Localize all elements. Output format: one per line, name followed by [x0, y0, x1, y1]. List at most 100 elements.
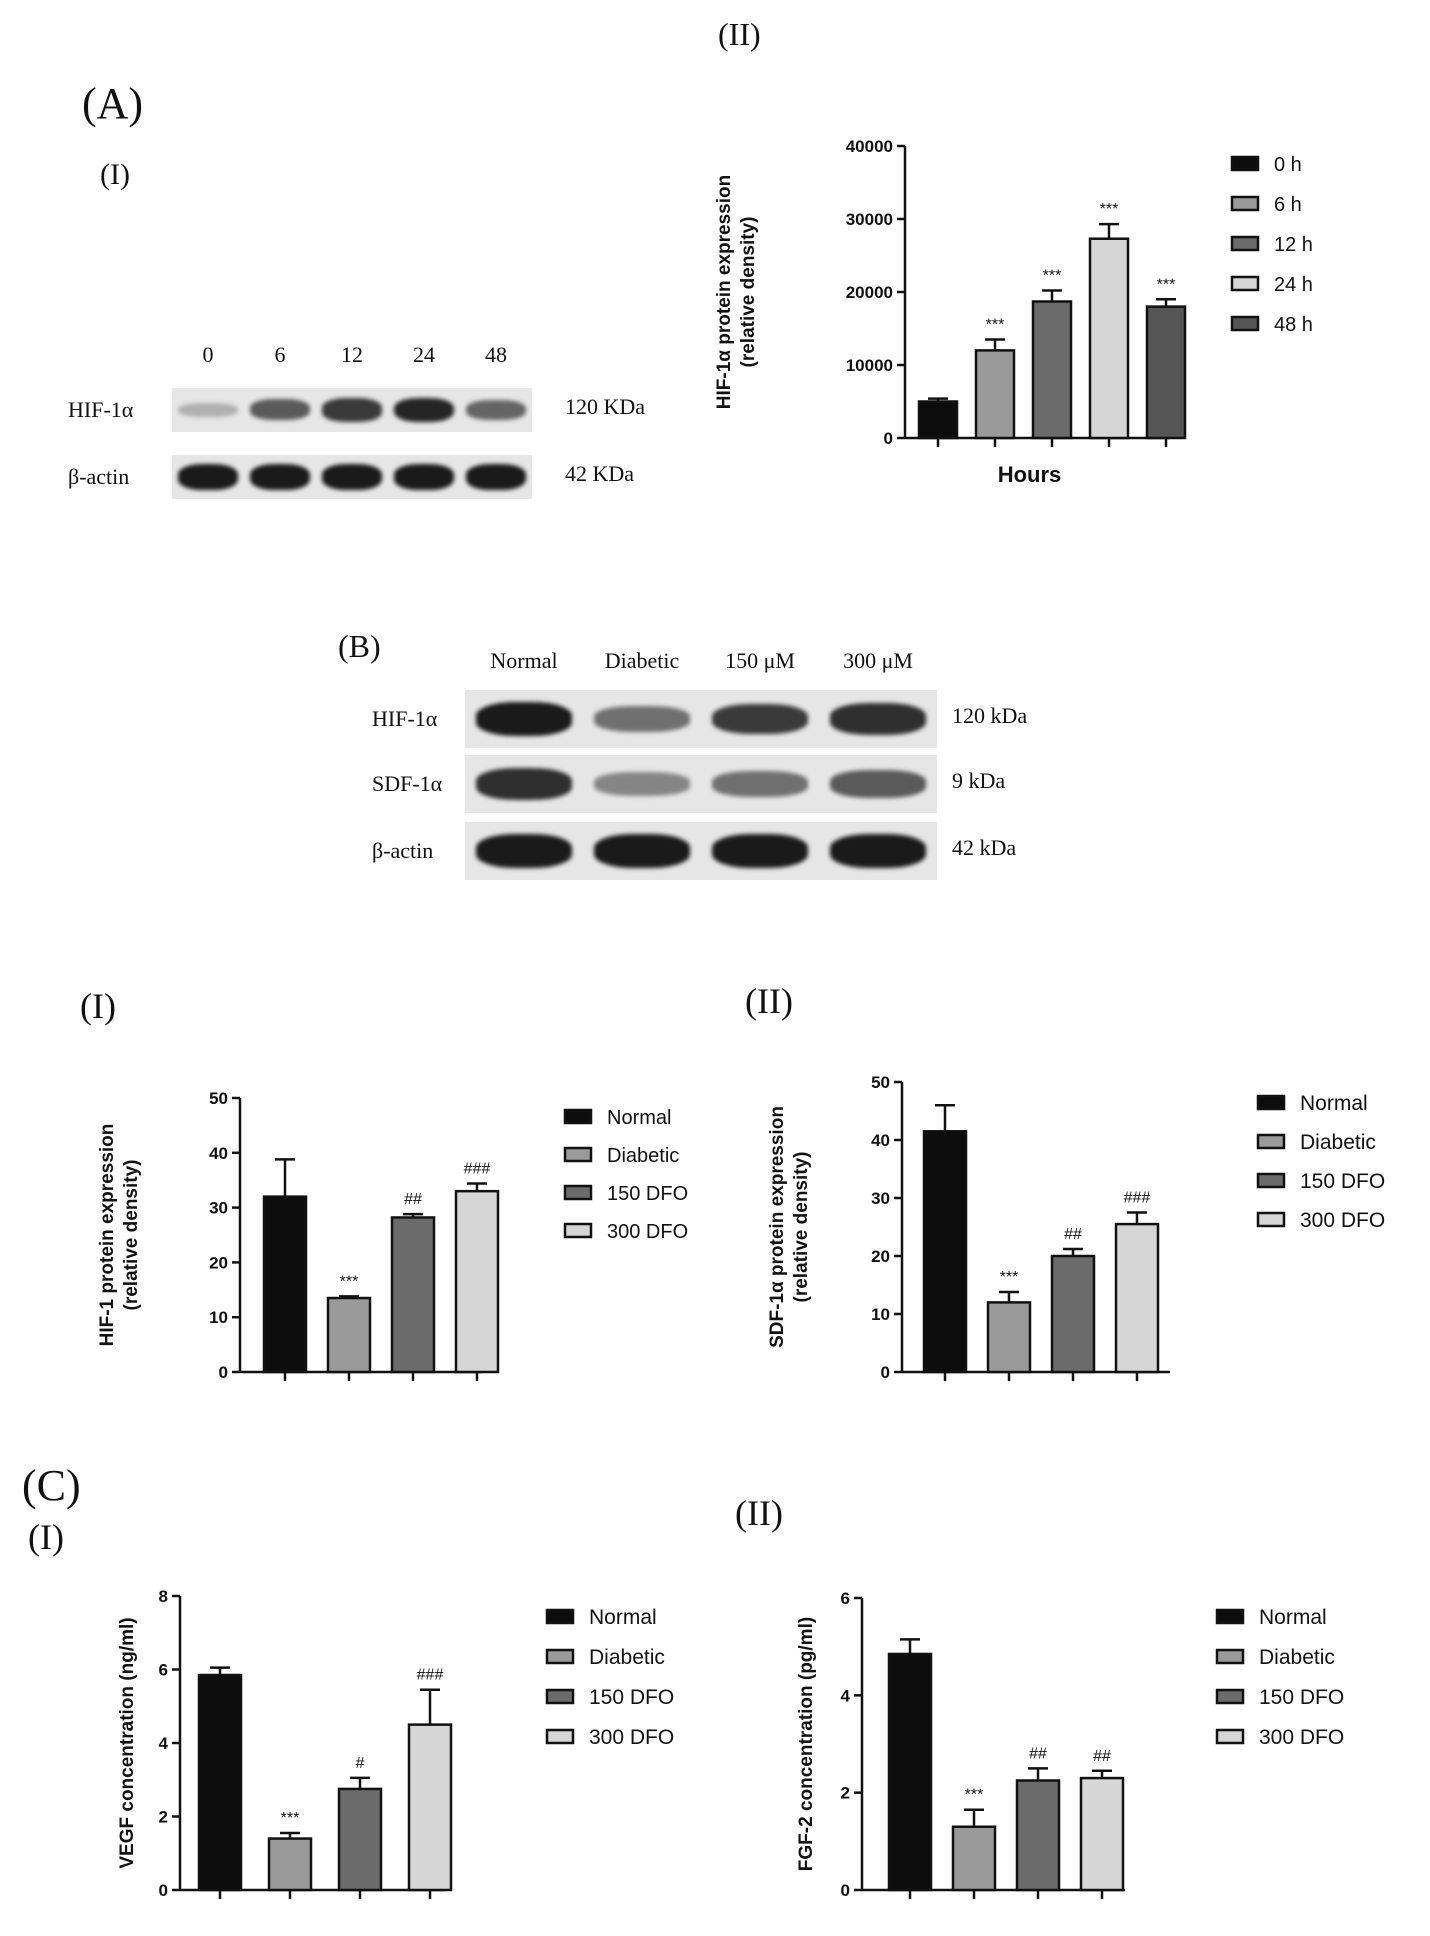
- legend-swatch: [1215, 1608, 1245, 1625]
- blot-size-label: 120 KDa: [565, 394, 646, 419]
- significance-label: ***: [1100, 201, 1119, 218]
- blot-protein-label: SDF-1α: [372, 771, 443, 796]
- blot-lane-label: 0: [202, 342, 214, 367]
- blot-band: [593, 834, 691, 868]
- y-axis-label: (relative density): [791, 1152, 812, 1303]
- legend-swatch: [545, 1688, 575, 1705]
- blot-size-label: 42 KDa: [565, 461, 635, 486]
- blot-band: [475, 702, 573, 736]
- legend-label: Diabetic: [607, 1145, 679, 1167]
- blot-band: [394, 464, 454, 490]
- y-tick-label: 40: [209, 1144, 228, 1163]
- panel-label-a: (A): [82, 79, 144, 128]
- y-tick-label: 40000: [846, 137, 893, 156]
- legend-swatch: [1215, 1648, 1245, 1665]
- significance-label: ###: [417, 1667, 444, 1684]
- blot-band: [711, 771, 809, 797]
- bar: [1050, 1254, 1096, 1374]
- blot-lane-label: 150 μM: [725, 648, 795, 673]
- blot-lane-label: Normal: [490, 648, 558, 673]
- legend-swatch: [1256, 1094, 1286, 1111]
- significance-label: ***: [281, 1810, 300, 1827]
- bar: [1031, 300, 1073, 440]
- blot-lane-label: 6: [274, 342, 286, 367]
- blot-lane-label: 12: [341, 342, 363, 367]
- bar: [1145, 305, 1187, 440]
- blot-band: [711, 703, 809, 735]
- sublabel-c-ii: (II): [735, 1493, 783, 1533]
- significance-label: ***: [965, 1787, 984, 1804]
- blot-band: [250, 399, 310, 421]
- y-axis-label: (relative density): [738, 217, 759, 368]
- legend-swatch: [1230, 155, 1260, 172]
- legend-swatch: [1215, 1688, 1245, 1705]
- panel-label-c: (C): [22, 1461, 81, 1510]
- y-axis-label: SDF-1α protein expression: [767, 1106, 788, 1348]
- bar: [267, 1837, 313, 1892]
- legend-label: Normal: [589, 1606, 657, 1629]
- significance-label: ###: [464, 1160, 491, 1177]
- bar: [922, 1130, 968, 1374]
- significance-label: ***: [1043, 268, 1062, 285]
- blot-protein-label: β-actin: [372, 838, 434, 863]
- blot-band: [322, 464, 382, 490]
- legend-label: 48 h: [1274, 314, 1313, 336]
- sublabel-c-i: (I): [28, 1517, 64, 1557]
- blot-protein-label: β-actin: [68, 464, 130, 489]
- bar: [917, 400, 959, 440]
- legend-label: Diabetic: [589, 1646, 665, 1669]
- y-tick-label: 20: [209, 1253, 228, 1272]
- blot-band: [593, 706, 691, 732]
- legend-label: 300 DFO: [1300, 1209, 1385, 1232]
- y-tick-label: 30: [871, 1189, 890, 1208]
- legend-label: 0 h: [1274, 154, 1302, 176]
- blot-lane-label: 48: [485, 342, 507, 367]
- bar: [887, 1652, 933, 1892]
- y-tick-label: 10000: [846, 356, 893, 375]
- significance-label: ##: [1093, 1748, 1111, 1765]
- bar: [1088, 237, 1130, 440]
- sublabel-a-i: (I): [100, 158, 130, 191]
- blot-lane-label: 24: [413, 342, 435, 367]
- sublabel-a-ii: (II): [718, 16, 761, 52]
- y-tick-label: 10: [209, 1308, 228, 1327]
- blot-lane-label: 300 μM: [843, 648, 913, 673]
- legend-label: 300 DFO: [589, 1726, 674, 1749]
- legend-label: Diabetic: [1259, 1646, 1335, 1669]
- legend-swatch: [563, 1146, 593, 1163]
- y-tick-label: 50: [209, 1089, 228, 1108]
- legend-label: Normal: [1300, 1092, 1368, 1115]
- bar: [390, 1216, 436, 1374]
- sublabel-b-ii: (II): [745, 981, 793, 1021]
- bar: [197, 1673, 243, 1892]
- blot-size-label: 42 kDa: [952, 835, 1017, 860]
- legend-label: 150 DFO: [1300, 1170, 1385, 1193]
- legend-label: 150 DFO: [607, 1183, 688, 1205]
- blot-band: [178, 464, 238, 490]
- legend-label: 300 DFO: [1259, 1726, 1344, 1749]
- bar: [326, 1296, 372, 1374]
- blot-band: [394, 397, 454, 423]
- y-tick-label: 4: [841, 1686, 851, 1705]
- y-tick-label: 20: [871, 1247, 890, 1266]
- bar: [262, 1195, 308, 1374]
- legend-swatch: [545, 1648, 575, 1665]
- legend-label: 150 DFO: [589, 1686, 674, 1709]
- significance-label: ##: [1029, 1745, 1047, 1762]
- legend-swatch: [563, 1184, 593, 1201]
- legend-label: Diabetic: [1300, 1131, 1376, 1154]
- bar: [454, 1189, 500, 1374]
- blot-band: [475, 768, 573, 800]
- blot-size-label: 120 kDa: [952, 703, 1028, 728]
- y-axis-label: FGF-2 concentration (pg/ml): [796, 1617, 817, 1871]
- sublabel-b-i: (I): [80, 986, 116, 1026]
- legend-swatch: [563, 1108, 593, 1125]
- y-tick-label: 20000: [846, 283, 893, 302]
- significance-label: ***: [1157, 276, 1176, 293]
- blot-band: [466, 464, 526, 490]
- blot-band: [593, 772, 691, 796]
- legend-swatch: [1230, 315, 1260, 332]
